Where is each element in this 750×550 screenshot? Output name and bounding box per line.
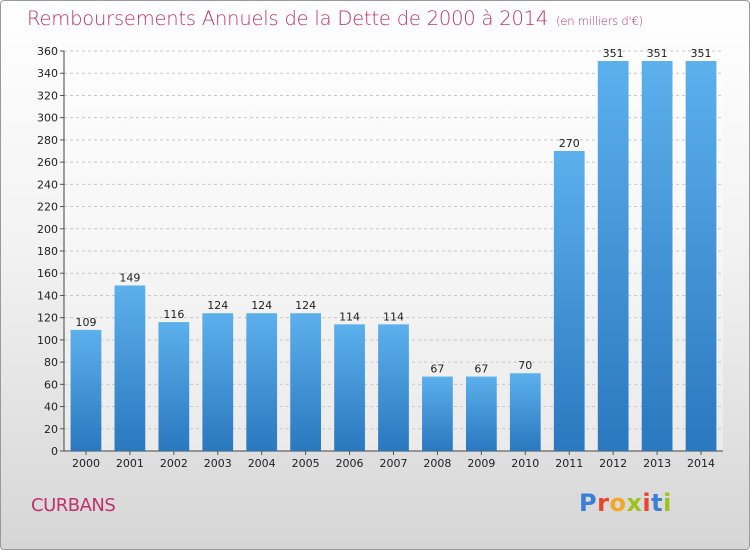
x-tick-label-2010: 2010: [511, 457, 539, 470]
value-label-2010: 70: [518, 359, 532, 372]
value-label-2014: 351: [691, 47, 712, 60]
bar-2009: [465, 376, 497, 451]
y-tick-label: 60: [44, 378, 58, 391]
value-label-2003: 124: [207, 299, 228, 312]
bar-2010: [509, 373, 541, 451]
chart-subtitle: (en milliers d'€): [556, 14, 643, 28]
bar-2004: [246, 313, 278, 451]
bar-2003: [202, 313, 234, 451]
chart-title: Remboursements Annuels de la Dette de 20…: [27, 7, 643, 30]
x-tick-label-2006: 2006: [336, 457, 364, 470]
value-label-2007: 114: [383, 310, 404, 323]
x-tick-label-2009: 2009: [467, 457, 495, 470]
value-label-2004: 124: [251, 299, 272, 312]
chart-title-text: Remboursements Annuels de la Dette de 20…: [27, 7, 549, 30]
bar-2013: [641, 61, 673, 451]
y-tick-label: 280: [37, 134, 58, 147]
value-label-2001: 149: [119, 271, 140, 284]
proxiti-logo[interactable]: Proxiti: [579, 489, 672, 517]
x-tick-label-2000: 2000: [72, 457, 100, 470]
logo-letter: P: [579, 489, 598, 517]
logo-letter: i: [642, 489, 652, 517]
bar-2000: [70, 329, 102, 451]
x-tick-label-2004: 2004: [248, 457, 276, 470]
y-tick-label: 120: [37, 312, 58, 325]
x-tick-label-2005: 2005: [292, 457, 320, 470]
y-tick-label: 160: [37, 267, 58, 280]
value-label-2006: 114: [339, 310, 360, 323]
bar-2006: [334, 324, 365, 451]
value-label-2008: 67: [430, 363, 444, 376]
commune-name: CURBANS: [31, 495, 116, 516]
y-tick-label: 260: [37, 156, 58, 169]
bar-2007: [378, 324, 409, 451]
y-tick-label: 300: [37, 112, 58, 125]
y-tick-label: 180: [37, 245, 58, 258]
y-tick-label: 20: [44, 423, 58, 436]
y-tick-label: 360: [37, 45, 58, 58]
x-tick-label-2011: 2011: [555, 457, 583, 470]
x-tick-label-2013: 2013: [643, 457, 671, 470]
bar-2002: [158, 322, 190, 451]
x-tick-label-2003: 2003: [204, 457, 232, 470]
logo-letter: t: [651, 489, 664, 517]
logo-letter: o: [609, 489, 627, 517]
bar-2014: [685, 61, 717, 451]
value-label-2002: 116: [163, 308, 184, 321]
logo-letter: x: [626, 489, 643, 517]
y-tick-label: 80: [44, 356, 58, 369]
value-label-2009: 67: [474, 363, 488, 376]
value-label-2013: 351: [647, 47, 668, 60]
y-tick-label: 340: [37, 67, 58, 80]
bar-2008: [422, 376, 453, 451]
y-tick-label: 220: [37, 201, 58, 214]
y-tick-label: 0: [51, 445, 58, 458]
y-tick-label: 200: [37, 223, 58, 236]
logo-letter: i: [663, 489, 672, 517]
y-tick-label: 240: [37, 178, 58, 191]
y-tick-label: 140: [37, 289, 58, 302]
value-label-2011: 270: [559, 137, 580, 150]
bar-2001: [114, 285, 146, 451]
y-tick-label: 100: [37, 334, 58, 347]
value-label-2000: 109: [75, 316, 96, 329]
logo-letter: r: [597, 489, 610, 517]
value-label-2012: 351: [603, 47, 624, 60]
bar-2012: [597, 61, 629, 451]
x-tick-label-2012: 2012: [599, 457, 627, 470]
bar-2011: [553, 151, 585, 451]
x-tick-label-2001: 2001: [116, 457, 144, 470]
bar-2005: [290, 313, 322, 451]
x-tick-label-2002: 2002: [160, 457, 188, 470]
value-label-2005: 124: [295, 299, 316, 312]
y-tick-label: 40: [44, 401, 58, 414]
y-tick-label: 320: [37, 89, 58, 102]
x-tick-label-2014: 2014: [687, 457, 715, 470]
x-tick-label-2008: 2008: [423, 457, 451, 470]
x-tick-label-2007: 2007: [380, 457, 408, 470]
